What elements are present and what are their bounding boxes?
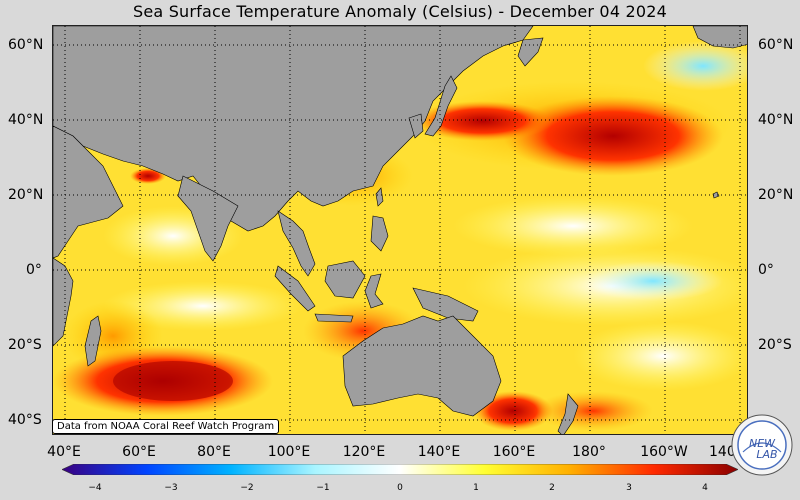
map-title: Sea Surface Temperature Anomaly (Celsius… xyxy=(133,2,667,21)
lon-label-180: 180° xyxy=(572,444,606,460)
lat-label-40s-left: 40°S xyxy=(8,412,42,428)
land-new-zealand xyxy=(557,393,579,434)
lat-label-20n-right: 20°N xyxy=(758,187,794,203)
land-japan xyxy=(424,75,458,137)
land-java xyxy=(314,313,354,323)
colorbar-tick-minus4: −4 xyxy=(88,483,102,493)
land-arabia-horn xyxy=(53,125,124,259)
land-india xyxy=(177,175,239,262)
land-sumatra xyxy=(274,265,316,312)
land-australia xyxy=(342,315,502,417)
colorbar-tick-minus3: −3 xyxy=(164,483,178,493)
lat-label-20n-left: 20°N xyxy=(8,187,44,203)
map-svg xyxy=(53,26,747,434)
lon-label-60e: 60°E xyxy=(122,444,156,460)
lon-label-80e: 80°E xyxy=(197,444,231,460)
sst-anomaly-map xyxy=(52,25,748,435)
colorbar-tick-2: 2 xyxy=(549,483,555,493)
colorbar-tick-minus2: −2 xyxy=(240,483,254,493)
lat-label-40n-left: 40°N xyxy=(8,112,44,128)
land-masses xyxy=(53,26,747,434)
land-alaska xyxy=(692,26,747,49)
land-philippines xyxy=(370,215,389,252)
land-madagascar xyxy=(84,315,102,367)
svg-text:LAB: LAB xyxy=(756,448,777,461)
colorbar-tick-0: 0 xyxy=(397,483,403,493)
anomaly-patches xyxy=(53,41,747,431)
land-kamchatka xyxy=(517,37,544,67)
land-borneo xyxy=(324,260,366,299)
land-korea xyxy=(408,113,424,139)
colorbar-gradient xyxy=(62,464,738,475)
colorbar-tick-3: 3 xyxy=(626,483,632,493)
lon-label-120e: 120°E xyxy=(342,444,386,460)
land-se-asia xyxy=(277,210,316,277)
land-hawaii xyxy=(712,191,720,199)
lon-label-40e: 40°E xyxy=(47,444,81,460)
lat-label-20s-right: 20°S xyxy=(758,337,792,353)
lon-label-160w: 160°W xyxy=(640,444,688,460)
colorbar-tick-1: 1 xyxy=(473,483,479,493)
lat-label-60n-left: 60°N xyxy=(8,37,44,53)
lat-label-equator-left: 0° xyxy=(26,262,42,278)
lat-label-40n-right: 40°N xyxy=(758,112,794,128)
lat-label-equator-right: 0° xyxy=(758,262,774,278)
lon-label-140e: 140°E xyxy=(417,444,461,460)
land-taiwan xyxy=(375,187,384,207)
land-eurasia xyxy=(53,26,534,232)
data-credit: Data from NOAA Coral Reef Watch Program xyxy=(52,419,280,434)
land-new-guinea xyxy=(412,287,479,322)
colorbar-tick-4: 4 xyxy=(702,483,708,493)
svg-text:NEW: NEW xyxy=(749,437,776,450)
land-east-africa xyxy=(53,257,74,347)
new-lab-logo: NEW LAB xyxy=(731,414,793,476)
lon-label-160e: 160°E xyxy=(492,444,536,460)
colorbar xyxy=(62,464,738,475)
lon-label-100e: 100°E xyxy=(267,444,311,460)
lat-label-20s-left: 20°S xyxy=(8,337,42,353)
lat-label-60n-right: 60°N xyxy=(758,37,794,53)
colorbar-tick-minus1: −1 xyxy=(316,483,330,493)
